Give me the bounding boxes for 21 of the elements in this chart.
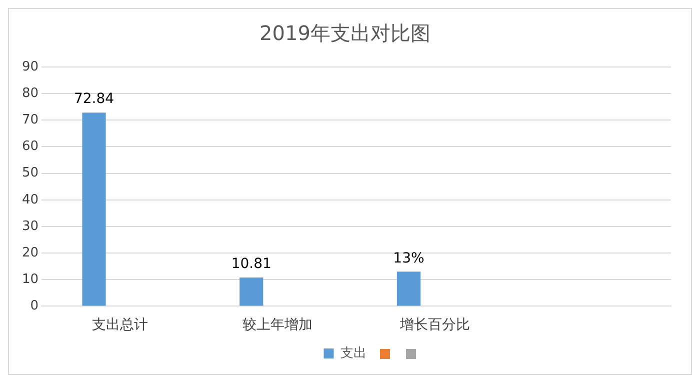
data-label: 10.81	[231, 256, 272, 272]
y-tick-label: 80	[22, 86, 39, 101]
legend-label: 支出	[340, 346, 366, 361]
y-tick-label: 90	[22, 59, 39, 74]
data-label: 13%	[393, 250, 424, 266]
y-tick-label: 0	[30, 298, 39, 314]
y-tick-label: 40	[22, 192, 39, 208]
bar	[82, 112, 106, 306]
y-tick-label: 30	[22, 218, 39, 234]
chart-title: 2019年支出对比图	[260, 21, 430, 46]
y-tick-label: 70	[22, 112, 39, 128]
data-label: 72.84	[74, 91, 114, 108]
y-tick-label: 10	[22, 272, 39, 287]
x-tick-label: 增长百分比	[398, 317, 470, 334]
x-tick-label: 较上年增加	[242, 317, 313, 334]
y-tick-label: 60	[22, 139, 39, 154]
x-tick-label: 支出总计	[92, 317, 148, 334]
bar	[240, 277, 264, 306]
y-tick-label: 50	[22, 166, 39, 181]
y-tick-label: 20	[22, 245, 39, 260]
bar	[396, 272, 421, 306]
